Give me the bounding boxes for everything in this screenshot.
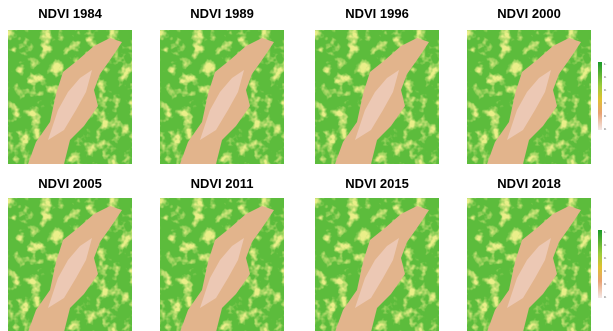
ndvi-map bbox=[315, 30, 439, 164]
panel-title: NDVI 2011 bbox=[191, 176, 254, 191]
ndvi-map bbox=[8, 198, 132, 331]
colorbar-label: 0. bbox=[604, 243, 607, 247]
colorbar-label: 0. bbox=[604, 88, 607, 92]
panel-title: NDVI 1989 bbox=[190, 6, 254, 21]
panel-title: NDVI 2015 bbox=[345, 176, 409, 191]
colorbar-label: 0. bbox=[604, 75, 607, 79]
colorbar-label: 0. bbox=[604, 114, 607, 118]
ndvi-map bbox=[467, 30, 591, 164]
colorbar bbox=[598, 62, 602, 130]
colorbar-label: 0. bbox=[604, 101, 607, 105]
ndvi-map bbox=[315, 198, 439, 331]
colorbar-label: 0. bbox=[604, 282, 607, 286]
ndvi-map bbox=[8, 30, 132, 164]
panel-title: NDVI 2005 bbox=[38, 176, 102, 191]
ndvi-map bbox=[160, 198, 284, 331]
ndvi-map bbox=[160, 30, 284, 164]
ndvi-map bbox=[467, 198, 591, 331]
colorbar-label: 0. bbox=[604, 295, 607, 299]
colorbar bbox=[598, 230, 602, 298]
colorbar-label: 1. bbox=[604, 230, 607, 234]
panel-title: NDVI 2018 bbox=[497, 176, 561, 191]
colorbar-label: 0. bbox=[604, 127, 607, 131]
figure: NDVI 1984 NDVI 1989 NDVI 1996 NDVI 2000 NDVI… bbox=[0, 0, 613, 331]
panel-title: NDVI 1984 bbox=[38, 6, 102, 21]
colorbar-label: 0. bbox=[604, 256, 607, 260]
panel-title: NDVI 2000 bbox=[497, 6, 561, 21]
colorbar-label: 1. bbox=[604, 62, 607, 66]
panel-title: NDVI 1996 bbox=[345, 6, 409, 21]
colorbar-label: 0. bbox=[604, 269, 607, 273]
